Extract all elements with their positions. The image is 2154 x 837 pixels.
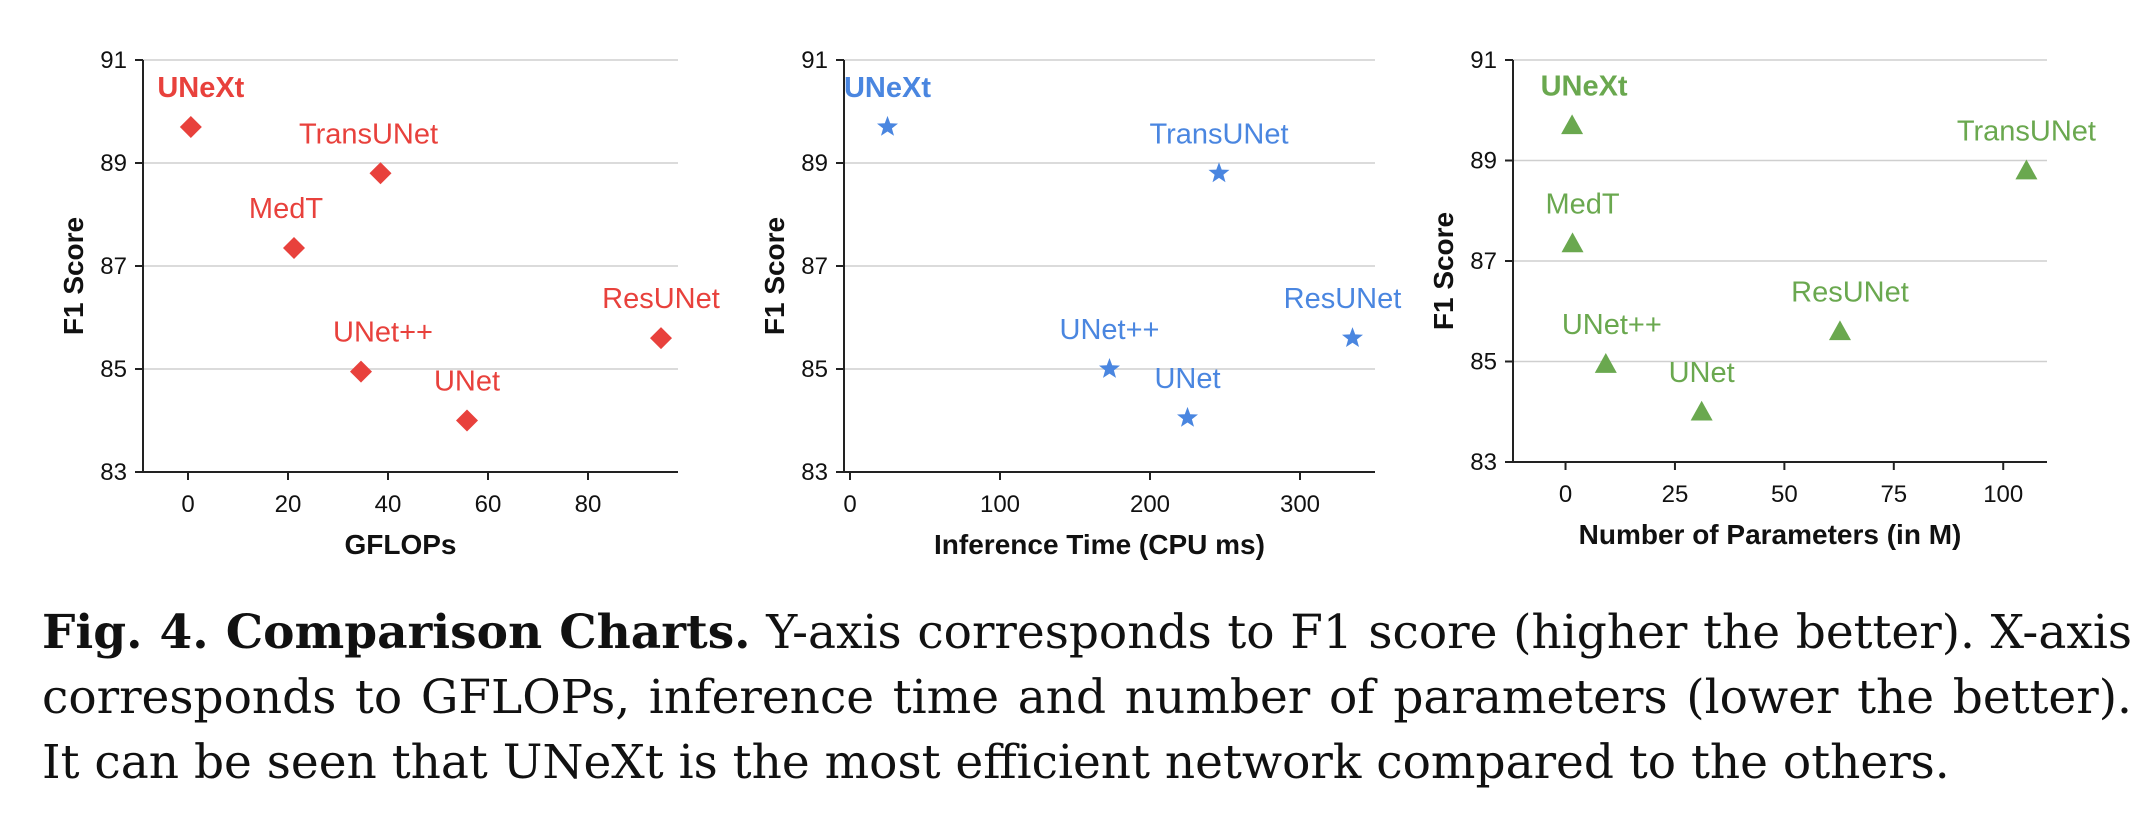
x-axis-title: GFLOPs (344, 529, 456, 560)
y-tick-label: 89 (801, 150, 828, 177)
data-label: ResUNet (602, 283, 720, 315)
y-tick-label: 91 (1470, 47, 1497, 74)
y-tick-label: 89 (100, 150, 127, 177)
x-tick-label: 20 (275, 491, 302, 518)
y-axis-title: F1 Score (759, 217, 790, 335)
x-tick-label: 0 (843, 491, 856, 518)
data-point-unet (1690, 400, 1713, 421)
x-axis-title: Number of Parameters (in M) (1579, 519, 1962, 550)
data-point-medt (283, 236, 305, 259)
data-label: UNet++ (1562, 309, 1662, 341)
y-tick-label: 85 (1470, 349, 1497, 376)
chart-3: 83 85 87 89 91 0 25 50 75 100 Number of Parameters… (1428, 47, 2096, 550)
data-point-unetplusplus (350, 360, 372, 383)
data-label: UNeXt (844, 72, 931, 104)
y-tick-label: 85 (100, 356, 127, 383)
data-label: UNet (434, 366, 500, 398)
x-tick-label: 60 (475, 491, 502, 518)
data-label: ResUNet (1284, 283, 1402, 315)
data-point-unet (1177, 406, 1198, 427)
x-tick-label: 300 (1280, 491, 1320, 518)
y-tick-label: 83 (100, 459, 127, 486)
x-tick-label: 80 (575, 491, 602, 518)
data-point-unet (456, 409, 478, 432)
data-label: UNet++ (1060, 314, 1160, 346)
caption-label: Fig. 4. Comparison Charts. (42, 605, 751, 660)
data-label: TransUNet (1957, 116, 2096, 148)
y-tick-label: 87 (1470, 248, 1497, 275)
x-tick-label: 50 (1771, 481, 1798, 508)
y-tick-label: 87 (801, 253, 828, 280)
data-point-unext (179, 115, 202, 138)
data-label: UNet (1154, 363, 1220, 395)
data-label: UNet++ (333, 317, 433, 349)
x-tick-label: 40 (375, 491, 402, 518)
data-label: UNet (1669, 357, 1735, 389)
data-point-resunet (1342, 327, 1363, 347)
data-label: TransUNet (299, 118, 438, 150)
y-tick-label: 83 (801, 459, 828, 486)
comparison-charts: 83 85 87 89 91 0 20 40 60 80 GFLOPs F1 Score UNeXt Tr… (58, 47, 2096, 560)
data-point-transunet (369, 162, 392, 185)
y-tick-label: 91 (801, 47, 828, 74)
data-label: TransUNet (1149, 118, 1288, 150)
x-tick-label: 75 (1880, 481, 1907, 508)
caption-text: Y-axis corresponds to F1 score (higher t… (42, 605, 2132, 790)
data-label: UNeXt (1541, 70, 1628, 102)
data-point-medt (1561, 232, 1584, 253)
y-tick-label: 91 (100, 47, 127, 74)
data-label: MedT (249, 193, 323, 225)
data-point-unext (1561, 114, 1584, 135)
data-label: UNeXt (157, 72, 244, 104)
data-label: ResUNet (1791, 276, 1909, 308)
y-tick-label: 85 (801, 356, 828, 383)
chart-2: 83 85 87 89 91 0 100 200 300 Inference Time (CPU … (759, 47, 1402, 560)
data-label: MedT (1545, 188, 1619, 220)
y-tick-label: 83 (1470, 449, 1497, 476)
x-tick-label: 0 (1559, 481, 1572, 508)
x-tick-label: 25 (1662, 481, 1689, 508)
data-point-unetplusplus (1099, 358, 1120, 378)
figure-caption: Fig. 4. Comparison Charts. Y-axis corres… (42, 600, 2132, 795)
y-axis-title: F1 Score (1428, 212, 1459, 330)
x-tick-label: 100 (1983, 481, 2023, 508)
x-axis-title: Inference Time (CPU ms) (934, 529, 1265, 560)
x-tick-label: 0 (181, 491, 194, 518)
x-tick-label: 200 (1130, 491, 1170, 518)
x-tick-label: 100 (980, 491, 1020, 518)
data-point-transunet (2015, 159, 2038, 180)
data-point-resunet (650, 327, 672, 350)
data-point-unetplusplus (1594, 353, 1617, 373)
data-point-unext (877, 115, 898, 136)
y-tick-label: 89 (1470, 148, 1497, 175)
data-point-transunet (1208, 162, 1230, 183)
chart-1: 83 85 87 89 91 0 20 40 60 80 GFLOPs F1 Score UNeXt Tr… (58, 47, 720, 560)
y-axis-title: F1 Score (58, 217, 89, 335)
y-tick-label: 87 (100, 253, 127, 280)
data-point-resunet (1828, 320, 1851, 341)
